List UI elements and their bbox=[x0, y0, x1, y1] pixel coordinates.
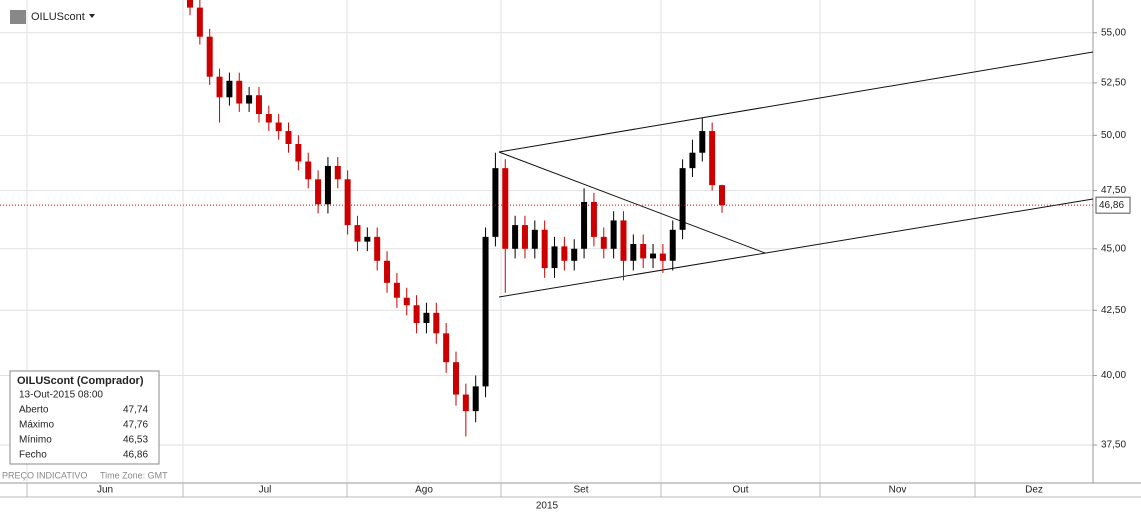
candle-body bbox=[581, 201, 588, 249]
candle-body bbox=[600, 236, 607, 249]
info-label: Máximo bbox=[19, 420, 54, 431]
candle-body bbox=[541, 229, 548, 269]
y-tick-label: 45,00 bbox=[1101, 243, 1126, 254]
candle-body bbox=[659, 253, 666, 261]
candle-body bbox=[246, 95, 253, 104]
last-price-box bbox=[1095, 196, 1131, 214]
candle-body bbox=[364, 236, 371, 242]
candle-body bbox=[669, 229, 676, 261]
candle-body bbox=[275, 122, 282, 132]
info-panel: OILUScont (Comprador) 13-Out-2015 08:00 … bbox=[9, 370, 160, 465]
trend-line bbox=[498, 51, 1094, 153]
candle-body bbox=[462, 394, 469, 412]
x-tick-label: Nov bbox=[889, 485, 907, 496]
x-tick-label: Jun bbox=[97, 485, 113, 496]
candle-body bbox=[689, 152, 696, 169]
x-tick-label: Out bbox=[732, 485, 748, 496]
candle-body bbox=[590, 201, 597, 237]
trend-line bbox=[498, 198, 1094, 298]
candle-body bbox=[521, 225, 528, 249]
y-tick-label: 47,50 bbox=[1101, 185, 1126, 196]
candle-body bbox=[423, 312, 430, 324]
candle-body bbox=[709, 131, 716, 186]
candle-body bbox=[315, 179, 322, 205]
candle-body bbox=[384, 260, 391, 283]
candle-body bbox=[699, 131, 706, 153]
candle-body bbox=[187, 0, 193, 8]
candle-body bbox=[196, 7, 203, 37]
candle-body bbox=[443, 333, 450, 363]
candle-body bbox=[482, 236, 489, 387]
y-tick-label: 50,00 bbox=[1101, 130, 1126, 141]
timezone: Time Zone: GMT bbox=[100, 470, 168, 480]
info-label: Mínimo bbox=[19, 435, 52, 446]
candle-body bbox=[236, 80, 243, 104]
candle-body bbox=[453, 362, 459, 395]
candle-body bbox=[206, 36, 213, 77]
info-value: 47,76 bbox=[123, 420, 148, 431]
symbol-icon bbox=[10, 10, 26, 24]
info-value: 47,74 bbox=[123, 405, 148, 416]
candle-body bbox=[492, 168, 499, 237]
candle-body bbox=[433, 312, 440, 334]
candle-body bbox=[561, 246, 568, 261]
candle-body bbox=[620, 220, 627, 261]
candle-body bbox=[413, 305, 420, 324]
y-tick-label: 42,50 bbox=[1101, 305, 1126, 316]
y-tick-label: 55,00 bbox=[1101, 27, 1126, 38]
candle-body bbox=[571, 248, 578, 261]
candle-body bbox=[265, 114, 272, 123]
candle-body bbox=[719, 185, 725, 206]
candle-body bbox=[305, 161, 312, 180]
candle-body bbox=[344, 179, 351, 226]
candle-body bbox=[285, 131, 292, 145]
info-label: Fecho bbox=[19, 450, 47, 461]
candle-body bbox=[226, 80, 233, 98]
y-tick-label: 40,00 bbox=[1101, 370, 1126, 381]
candle-body bbox=[512, 225, 519, 249]
candle-body bbox=[640, 243, 647, 259]
x-tick-label: Jul bbox=[259, 485, 272, 496]
info-value: 46,86 bbox=[123, 450, 148, 461]
info-label: Aberto bbox=[19, 405, 49, 416]
candle-body bbox=[650, 253, 657, 259]
last-price-label: 46,86 bbox=[1099, 200, 1124, 211]
candle-body bbox=[324, 165, 331, 205]
candle-body bbox=[472, 386, 479, 412]
trend-line bbox=[498, 151, 766, 254]
symbol-dropdown[interactable] bbox=[89, 14, 95, 18]
info-value: 46,53 bbox=[123, 435, 148, 446]
candle-body bbox=[354, 225, 361, 242]
info-title: OILUScont (Comprador) bbox=[17, 375, 144, 387]
info-box bbox=[9, 370, 160, 465]
year-label: 2015 bbox=[536, 501, 559, 512]
symbol[interactable]: OILUScont bbox=[31, 11, 85, 23]
candle-body bbox=[502, 168, 509, 249]
candle-body bbox=[255, 95, 262, 115]
x-tick-label: Set bbox=[573, 485, 588, 496]
candle-body bbox=[610, 220, 617, 249]
candle-body bbox=[531, 229, 538, 249]
x-tick-label: Ago bbox=[415, 485, 433, 496]
candle-body bbox=[295, 144, 302, 162]
candle-body bbox=[334, 165, 341, 180]
y-tick-label: 37,50 bbox=[1101, 440, 1126, 451]
candle-body bbox=[630, 243, 637, 261]
candle-body bbox=[393, 282, 400, 298]
candle-body bbox=[374, 236, 381, 261]
candle-body bbox=[403, 297, 410, 306]
candle-body bbox=[679, 168, 686, 230]
x-tick-label: Dez bbox=[1025, 485, 1043, 496]
info-date: 13-Out-2015 08:00 bbox=[19, 390, 103, 401]
candle-body bbox=[216, 76, 223, 98]
candle-body bbox=[551, 246, 558, 269]
grid bbox=[0, 0, 1093, 483]
y-tick-label: 52,50 bbox=[1101, 77, 1126, 88]
candles bbox=[187, 0, 725, 437]
footer: PREÇO INDICATIVO bbox=[2, 470, 87, 480]
